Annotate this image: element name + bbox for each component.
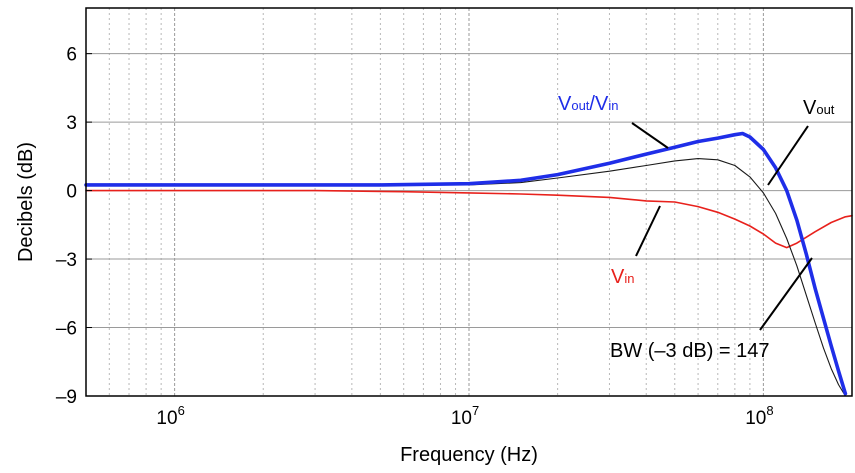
- series-layer: [84, 131, 853, 397]
- series-line-vout-vin: [84, 131, 848, 396]
- series-line-vin: [85, 189, 853, 249]
- bw-leader: [759, 257, 813, 331]
- vout-leader: [767, 125, 809, 186]
- vout-label: Vout: [803, 97, 835, 119]
- x-tick-label: 108: [745, 403, 773, 429]
- plot-frame: [85, 7, 853, 397]
- grid: [86, 8, 852, 397]
- y-tick-labels: 6 3 0 –3 –6 –9: [56, 45, 92, 408]
- y-tick-label: –6: [56, 319, 77, 340]
- y-tick-label: 0: [66, 182, 77, 203]
- vin-label: Vin: [611, 266, 634, 288]
- series-line-vout: [85, 158, 853, 397]
- y-tick-label: –9: [56, 387, 77, 408]
- x-tick-labels: 106 107 108: [156, 403, 773, 429]
- x-axis-title: Frequency (Hz): [400, 444, 538, 466]
- x-tick-label: 106: [156, 403, 184, 429]
- vin-leader: [635, 205, 661, 257]
- y-tick-label: 3: [66, 113, 77, 134]
- y-axis-title: Decibels (dB): [15, 142, 37, 262]
- vout-vin-leader: [631, 122, 669, 149]
- y-tick-label: 6: [66, 45, 77, 66]
- annotations: Vout/Vin Vout Vin BW (–3 dB) = 147: [558, 93, 835, 362]
- y-tick-label: –3: [56, 250, 77, 271]
- vout-vin-label: Vout/Vin: [558, 93, 618, 115]
- bw-label: BW (–3 dB) = 147: [610, 340, 770, 362]
- x-tick-label: 107: [451, 403, 479, 429]
